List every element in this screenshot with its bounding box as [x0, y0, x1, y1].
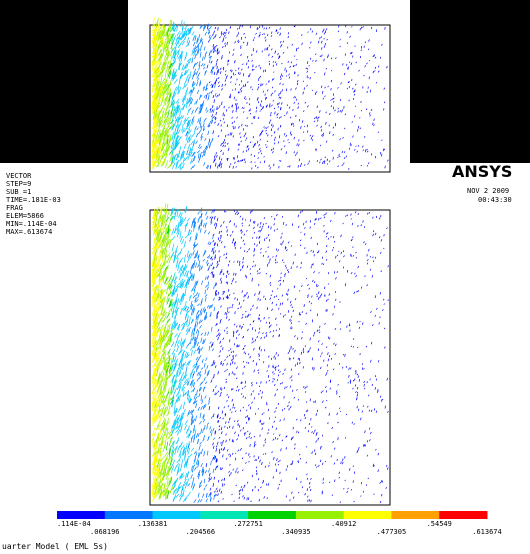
- vector: [255, 486, 256, 488]
- vector: [362, 367, 363, 369]
- vector: [251, 393, 252, 395]
- vector: [236, 99, 237, 101]
- legend-label: .272751: [233, 520, 263, 528]
- vector: [293, 427, 294, 429]
- vector: [230, 94, 231, 96]
- legend-label: .613674: [472, 528, 502, 536]
- vector: [284, 418, 285, 420]
- vector: [361, 101, 362, 103]
- plot-bottom: [150, 210, 390, 505]
- vector: [268, 134, 269, 136]
- vector: [261, 100, 262, 102]
- info-line: ELEM=5866: [6, 212, 44, 220]
- vector: [312, 264, 313, 266]
- vector: [270, 275, 271, 277]
- vector: [340, 321, 341, 323]
- color-swatch: [344, 511, 392, 519]
- vector: [227, 234, 228, 236]
- legend-label: .114E-04: [57, 520, 91, 528]
- color-swatch: [391, 511, 439, 519]
- info-line: STEP=9: [6, 180, 31, 188]
- info-line: MIN=.114E-04: [6, 220, 57, 228]
- time: 00:43:30: [478, 196, 512, 204]
- legend-label: .136381: [138, 520, 168, 528]
- info-panel: VECTORSTEP=9SUB =1TIME=.181E-03FRAGELEM=…: [6, 172, 61, 236]
- vector: [263, 224, 264, 226]
- vector: [230, 409, 231, 411]
- legend-label: .204566: [186, 528, 216, 536]
- vector: [289, 358, 290, 360]
- vector: [252, 167, 253, 169]
- black-band: [410, 0, 530, 163]
- info-line: TIME=.181E-03: [6, 196, 61, 204]
- vector: [259, 241, 260, 244]
- legend-label: .40912: [331, 520, 356, 528]
- color-swatch: [200, 511, 248, 519]
- legend-label: .54549: [427, 520, 452, 528]
- date: NOV 2 2009: [467, 187, 509, 195]
- info-line: VECTOR: [6, 172, 32, 180]
- color-swatch: [439, 511, 487, 519]
- vector: [304, 386, 305, 388]
- footer: uarter Model ( EML 5s): [2, 542, 108, 551]
- vector: [380, 316, 381, 318]
- legend-label: .340935: [281, 528, 311, 536]
- vector: [374, 408, 375, 410]
- color-swatch: [296, 511, 344, 519]
- vector: [367, 455, 368, 457]
- vector: [286, 224, 287, 226]
- info-line: SUB =1: [6, 188, 31, 196]
- vector: [281, 41, 282, 43]
- vector: [242, 326, 243, 328]
- vector: [263, 361, 264, 363]
- info-line: MAX=.613674: [6, 228, 52, 236]
- vector: [251, 161, 252, 163]
- vector: [234, 373, 235, 375]
- vector: [372, 384, 373, 386]
- color-swatch: [57, 511, 105, 519]
- black-band: [0, 0, 128, 163]
- color-swatch: [248, 511, 296, 519]
- color-swatch: [153, 511, 201, 519]
- legend-label: .477305: [377, 528, 407, 536]
- vector: [214, 374, 215, 377]
- legend-label: .068196: [90, 528, 120, 536]
- logo: ANSYS: [452, 162, 512, 181]
- vector: [305, 387, 306, 389]
- color-bar: .114E-04 .136381 .272751 .40912 .54549 .06819…: [57, 511, 502, 536]
- vector: [249, 353, 250, 355]
- color-swatch: [105, 511, 153, 519]
- vector: [266, 402, 267, 404]
- info-line: FRAG: [6, 204, 23, 212]
- vector: [331, 88, 332, 90]
- vector: [303, 223, 304, 225]
- vector: [223, 141, 224, 143]
